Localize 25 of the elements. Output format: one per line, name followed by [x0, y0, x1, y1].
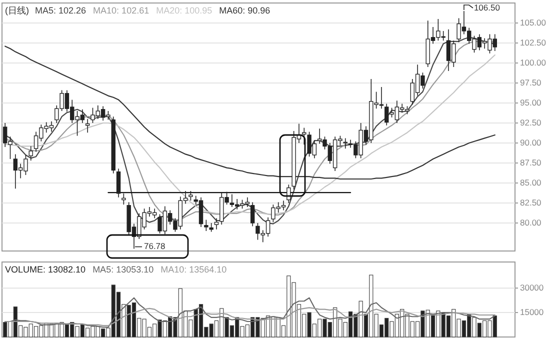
- y-tick-label: 87.50: [520, 157, 542, 168]
- y-tick-label: 15000: [520, 306, 544, 317]
- y-tick-label: 80.00: [520, 217, 542, 228]
- y-tick-label: 90.00: [520, 137, 542, 148]
- legend-entry: MA5: 102.26: [35, 5, 86, 16]
- y-tick-label: 92.50: [520, 117, 542, 128]
- legend-entry: VOLUME: 13082.10: [5, 264, 86, 274]
- legend-entry: MA10: 13564.10: [160, 264, 227, 274]
- annotation: 106.50: [464, 2, 500, 12]
- legend-entry: MA20: 100.95: [156, 5, 212, 16]
- legend-entry: MA60: 90.96: [219, 5, 270, 16]
- legend-entry: MA5: 13053.10: [92, 264, 154, 274]
- title: (日线): [5, 5, 29, 16]
- y-tick-label: 100.00: [520, 57, 546, 68]
- annotation: 76.78: [134, 241, 166, 251]
- y-tick-label: 95.00: [520, 97, 542, 108]
- y-tick-label: 30000: [520, 282, 544, 292]
- annotation: 106.50: [474, 2, 500, 12]
- legend-entry: MA10: 102.61: [93, 5, 150, 16]
- annotation: 76.78: [144, 241, 166, 252]
- y-tick-label: 105.00: [520, 17, 546, 28]
- y-tick-label: 82.50: [520, 197, 542, 208]
- y-tick-label: 97.50: [520, 77, 542, 88]
- y-tick-label: 85.00: [520, 177, 542, 188]
- y-tick-label: 102.50: [520, 37, 546, 48]
